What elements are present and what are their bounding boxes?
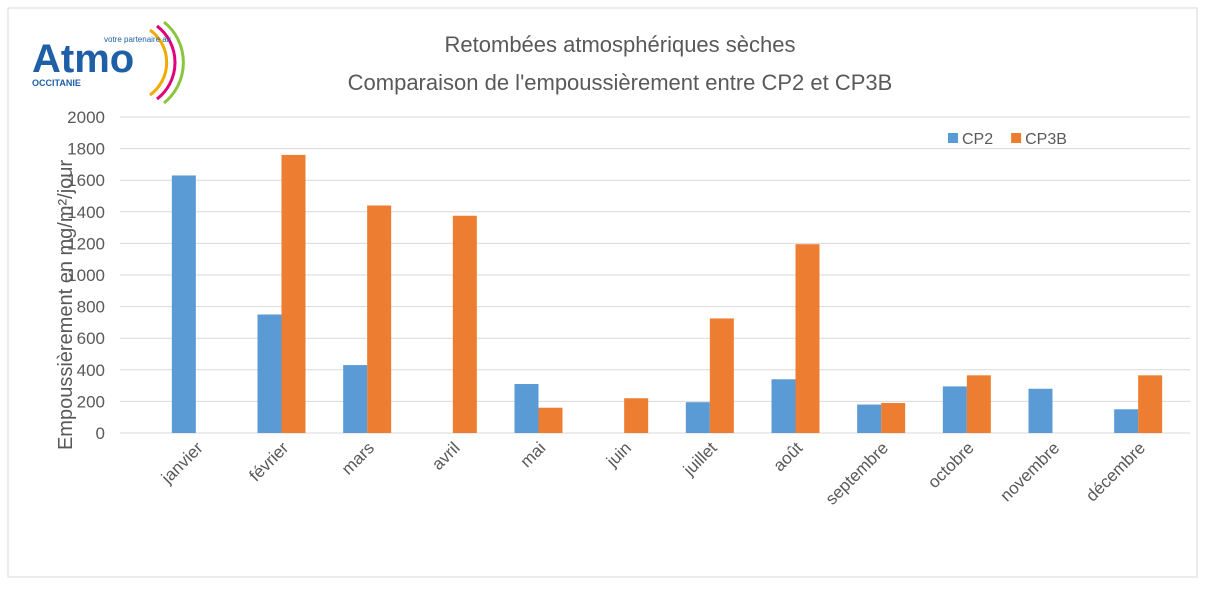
bar	[343, 365, 368, 433]
bar	[514, 384, 539, 433]
y-tick-label: 400	[77, 361, 105, 380]
bar	[1028, 388, 1053, 433]
logo-arc	[163, 20, 185, 105]
bar	[624, 398, 649, 433]
y-axis-title: Empoussièrement en mg/m²/jour	[55, 160, 77, 450]
bar	[881, 402, 906, 433]
y-tick-label: 600	[77, 329, 105, 348]
logo: Atmo votre partenaire air OCCITANIE	[32, 20, 185, 105]
y-tick-label: 1800	[67, 140, 105, 159]
bar	[1114, 409, 1139, 433]
y-tick-label: 1400	[67, 203, 105, 222]
bar	[538, 407, 563, 433]
bar	[709, 318, 734, 433]
bar	[171, 175, 196, 433]
logo-name: Atmo	[32, 37, 134, 81]
y-tick-label: 1200	[67, 234, 105, 253]
y-tick-label: 200	[77, 392, 105, 411]
bar	[966, 375, 991, 433]
legend-swatch	[948, 133, 958, 143]
y-tick-label: 1000	[67, 266, 105, 285]
y-tick-label: 800	[77, 298, 105, 317]
logo-tagline: votre partenaire air	[104, 35, 171, 44]
bar	[281, 154, 306, 434]
y-tick-label: 1600	[67, 171, 105, 190]
bar	[257, 314, 282, 433]
bar	[367, 205, 392, 433]
bar	[685, 402, 710, 433]
logo-arc	[149, 28, 169, 97]
y-tick-label: 0	[96, 424, 105, 443]
bar	[771, 379, 796, 433]
chart-frame	[7, 7, 1198, 578]
y-tick-label: 2000	[67, 108, 105, 127]
bar	[795, 244, 820, 433]
bar	[1138, 375, 1163, 433]
legend-swatch	[1011, 133, 1022, 143]
bar	[857, 404, 882, 433]
legend-label: CP3B	[1025, 131, 1067, 148]
logo-region: OCCITANIE	[32, 78, 81, 88]
legend-label: CP2	[962, 131, 993, 148]
bar	[942, 386, 967, 433]
bar	[452, 215, 477, 433]
logo-arc	[156, 24, 177, 101]
chart-title: Retombées atmosphériques sèches	[445, 32, 796, 57]
chart-subtitle: Comparaison de l'empoussièrement entre C…	[348, 70, 893, 95]
